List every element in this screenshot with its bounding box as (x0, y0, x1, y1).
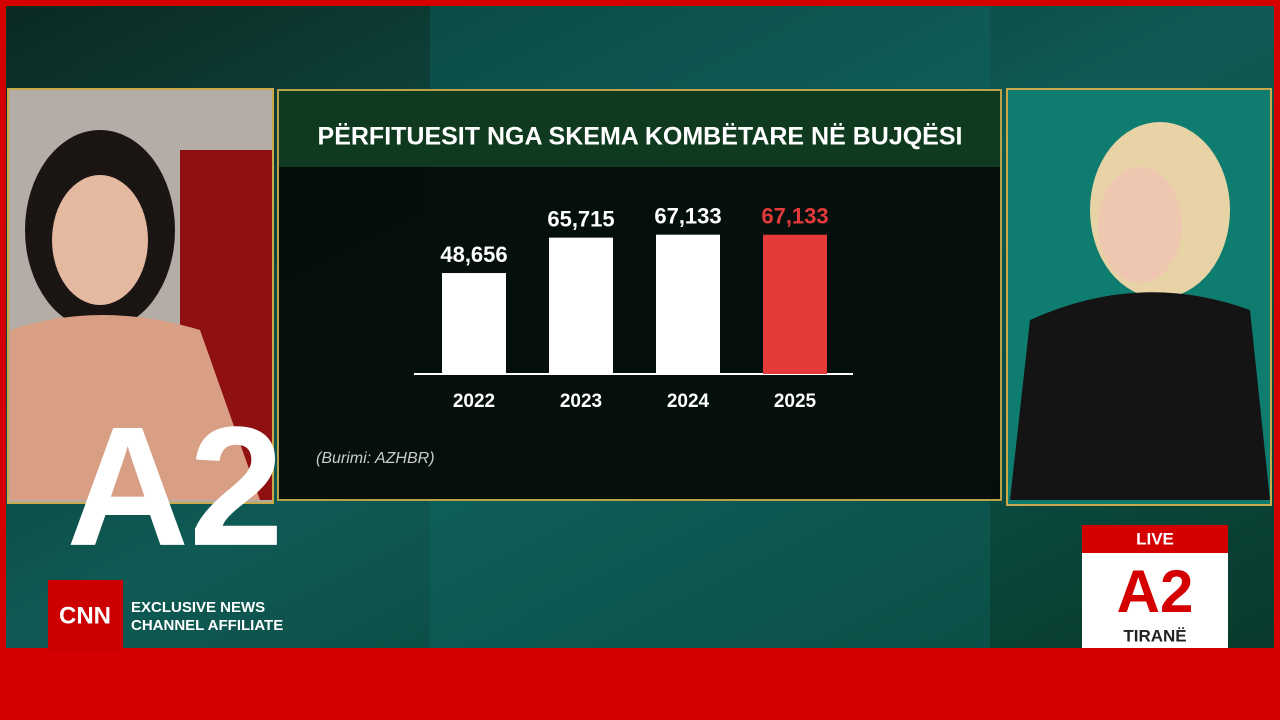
title-bar (279, 91, 1000, 167)
bar (763, 234, 827, 374)
channel-box (1082, 553, 1228, 648)
value-label: 48,656 (440, 242, 507, 267)
cnn-box (48, 580, 123, 652)
x-tick-label: 2023 (560, 391, 602, 412)
live-label: LIVE (1136, 529, 1174, 548)
location: TIRANË (1123, 626, 1186, 645)
a2-logo: A2 (66, 392, 283, 582)
person-body (10, 315, 260, 500)
x-tick-label: 2024 (667, 391, 710, 412)
affiliate-line: EXCLUSIVE NEWS (131, 599, 265, 616)
live-box (1082, 525, 1228, 553)
bar (549, 237, 613, 374)
affiliate-line: CHANNEL AFFILIATE (131, 617, 283, 634)
value-label: 67,133 (654, 204, 721, 229)
x-tick-label: 2025 (774, 391, 817, 412)
person-face (52, 175, 148, 305)
anchor-body (1010, 292, 1270, 500)
cnn-logo: CNN (59, 602, 111, 629)
anchor-face (1098, 167, 1182, 283)
source-note: (Burimi: AZHBR) (316, 450, 435, 467)
x-tick-label: 2022 (453, 391, 495, 412)
bar (442, 273, 506, 374)
value-label: 65,715 (547, 206, 614, 231)
value-label: 67,133 (761, 204, 828, 229)
bar (656, 234, 720, 374)
channel-logo: A2 (1117, 558, 1194, 625)
chart-title: PËRFITUESIT NGA SKEMA KOMBËTARE NË BUJQË… (318, 123, 963, 151)
